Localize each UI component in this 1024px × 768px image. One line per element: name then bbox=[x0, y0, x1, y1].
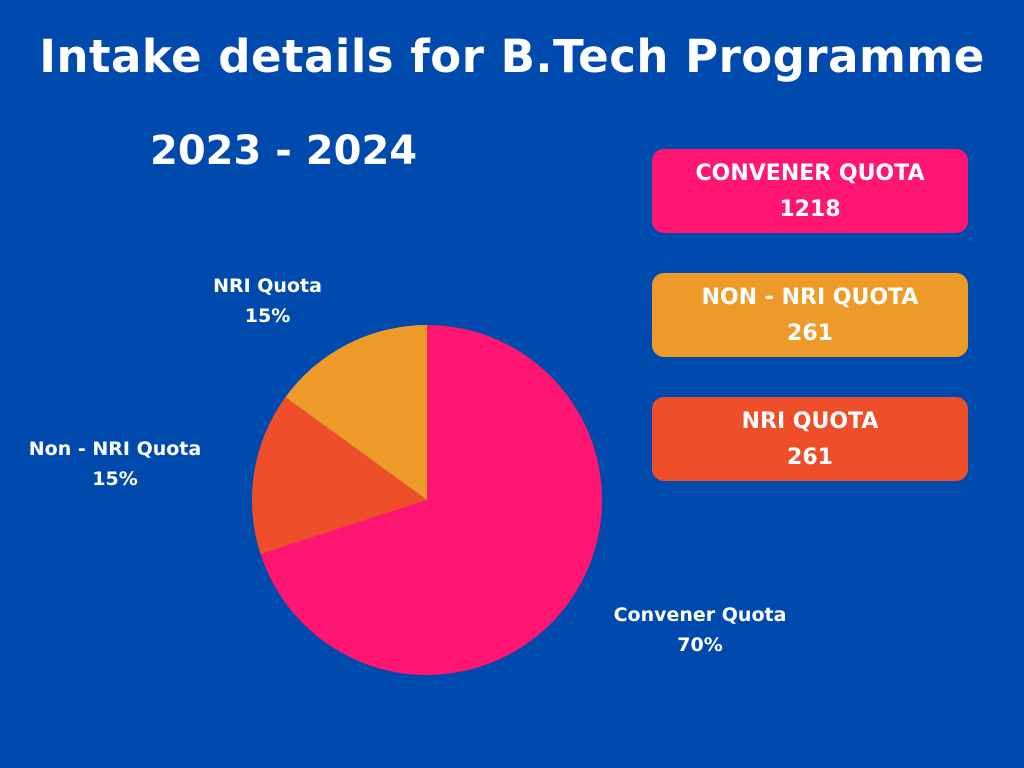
slice-label-text: Convener Quota bbox=[613, 604, 787, 626]
legend-value: 1218 bbox=[779, 197, 841, 222]
slice-percent: 15% bbox=[92, 468, 138, 490]
slice-percent: 70% bbox=[677, 634, 723, 656]
legend-label: NON - NRI QUOTA bbox=[701, 285, 919, 310]
legend-label: NRI QUOTA bbox=[741, 409, 879, 434]
legend-label: CONVENER QUOTA bbox=[695, 161, 925, 186]
slice-label-text: Non - NRI Quota bbox=[28, 438, 202, 460]
chart-title: Intake details for B.Tech Programme bbox=[39, 30, 985, 83]
slice-percent: 15% bbox=[244, 305, 291, 327]
legend-box-non-nri: NON - NRI QUOTA 261 bbox=[652, 273, 968, 357]
pie-slice-convener-quota bbox=[260, 324, 602, 675]
pie-slice-nri-quota bbox=[285, 325, 427, 500]
legend-value: 261 bbox=[787, 321, 833, 346]
pie-slice-non-nri-quota bbox=[252, 397, 427, 555]
legend-box-convener: CONVENER QUOTA 1218 bbox=[652, 149, 968, 233]
slice-label-text: NRI Quota bbox=[213, 275, 322, 297]
slice-label-convener: Convener Quota 70% bbox=[595, 600, 805, 660]
legend-value: 261 bbox=[787, 445, 833, 470]
chart-subtitle: 2023 - 2024 bbox=[150, 128, 418, 174]
legend-box-nri: NRI QUOTA 261 bbox=[652, 397, 968, 481]
slice-label-non-nri: Non - NRI Quota 15% bbox=[15, 434, 215, 494]
slice-label-nri: NRI Quota 15% bbox=[195, 271, 340, 331]
